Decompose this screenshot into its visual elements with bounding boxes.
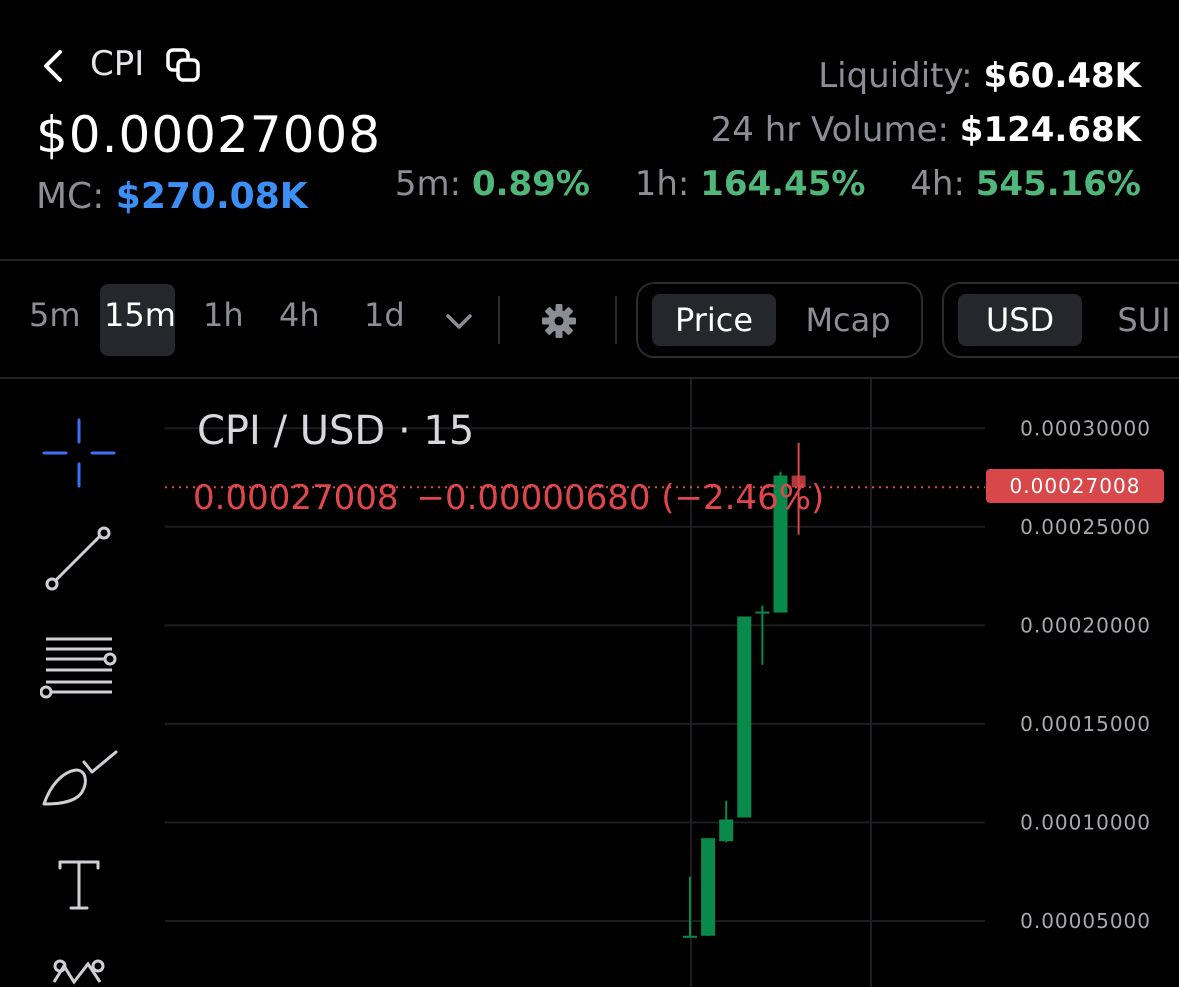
last-price-tag: 0.00027008 — [986, 469, 1164, 503]
candle — [791, 443, 806, 535]
market-cap-label: MC: — [36, 176, 105, 217]
legend-last-price: 0.00027008 — [193, 478, 399, 518]
timeframe-1d[interactable]: 1d — [364, 296, 405, 334]
timeframe-1h[interactable]: 1h — [203, 296, 244, 334]
candle-body — [773, 475, 788, 613]
y-tick-label: 0.00005000 — [1020, 909, 1151, 933]
currency-usd-button[interactable]: USD — [958, 294, 1082, 346]
candle-body — [719, 819, 734, 842]
legend-change-pct: (−2.46%) — [661, 478, 825, 518]
currency-sui-button[interactable]: SUI — [1117, 301, 1171, 339]
candle — [683, 876, 697, 938]
candle — [737, 616, 752, 818]
y-tick-label: 0.00030000 — [1020, 416, 1151, 440]
volume-stat: 24 hr Volume: $124.68K — [711, 110, 1141, 150]
copy-icon[interactable] — [164, 46, 204, 86]
market-cap: MC: $270.08K — [36, 176, 308, 217]
chart-title: CPI / USD · 15 — [197, 408, 475, 454]
candle-body — [683, 935, 697, 938]
mode-toggle: Price Mcap — [636, 282, 923, 358]
price-changes: 5m: 0.89% 1h: 164.45% 4h: 545.16% — [395, 164, 1141, 204]
y-tick-label: 0.00010000 — [1020, 810, 1151, 834]
timeframe-4h[interactable]: 4h — [279, 296, 320, 334]
chart-legend: 0.00027008 −0.00000680 (−2.46%) — [193, 478, 824, 518]
toolbar-separator — [498, 296, 500, 344]
chevron-down-icon[interactable] — [444, 306, 474, 336]
candle-body — [737, 616, 752, 818]
fib-lines-icon[interactable] — [40, 630, 118, 708]
liquidity-stat: Liquidity: $60.48K — [818, 56, 1141, 96]
change-4h: 4h: 545.16% — [910, 164, 1141, 204]
volume-value: $124.68K — [959, 110, 1141, 150]
timeframe-5m[interactable]: 5m — [29, 296, 81, 334]
y-tick-label: 0.00020000 — [1020, 613, 1151, 637]
token-symbol: CPI — [90, 44, 145, 84]
candle — [773, 471, 788, 613]
active-timeframe-highlight — [100, 284, 175, 356]
candle — [719, 800, 734, 843]
mode-price-button[interactable]: Price — [652, 294, 776, 346]
volume-label: 24 hr Volume: — [710, 110, 949, 150]
gear-icon[interactable] — [540, 302, 578, 340]
price-chart[interactable]: 0.00030000 0.00025000 0.00020000 0.00015000… — [0, 379, 1179, 987]
market-cap-value: $270.08K — [115, 176, 308, 217]
candle — [755, 605, 770, 665]
candle-body — [701, 838, 716, 936]
header-divider — [0, 259, 1179, 261]
trend-line-icon[interactable] — [40, 524, 118, 602]
candle — [701, 838, 716, 936]
mode-mcap-button[interactable]: Mcap — [805, 301, 891, 339]
candle-body — [755, 611, 770, 614]
y-tick-label: 0.00015000 — [1020, 712, 1151, 736]
liquidity-value: $60.48K — [983, 56, 1141, 96]
toolbar-separator — [615, 296, 617, 344]
timeframe-15m[interactable]: 15m — [104, 296, 176, 334]
currency-toggle: USD SUI — [942, 282, 1179, 358]
legend-change: −0.00000680 — [416, 478, 651, 518]
change-5m: 5m: 0.89% — [394, 164, 590, 204]
current-price: $0.00027008 — [36, 106, 382, 164]
brush-icon[interactable] — [40, 746, 118, 824]
crosshair-icon[interactable] — [40, 414, 118, 492]
pattern-icon[interactable] — [40, 952, 118, 987]
candle-body — [791, 475, 806, 488]
text-icon[interactable] — [40, 852, 118, 930]
y-tick-label: 0.00025000 — [1020, 515, 1151, 539]
liquidity-label: Liquidity: — [818, 56, 973, 96]
back-chevron-icon[interactable] — [38, 46, 68, 86]
change-1h: 1h: 164.45% — [634, 164, 866, 204]
toolbar-divider — [0, 377, 1179, 379]
